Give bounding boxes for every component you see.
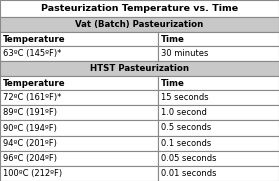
- Text: 96ºC (204ºF): 96ºC (204ºF): [3, 154, 57, 163]
- Bar: [158, 46, 279, 61]
- Bar: [0, 166, 158, 181]
- Text: 0.05 seconds: 0.05 seconds: [161, 154, 216, 163]
- Text: Temperature: Temperature: [3, 79, 66, 88]
- Text: Time: Time: [161, 79, 184, 88]
- Text: HTST Pasteurization: HTST Pasteurization: [90, 64, 189, 73]
- Bar: [158, 76, 279, 90]
- Bar: [158, 151, 279, 166]
- Bar: [158, 120, 279, 136]
- Bar: [158, 136, 279, 151]
- Text: 90ºC (194ºF): 90ºC (194ºF): [3, 123, 57, 132]
- Bar: [158, 32, 279, 46]
- Bar: [0, 105, 158, 120]
- Bar: [0, 120, 158, 136]
- Bar: [0, 151, 158, 166]
- Bar: [0, 61, 279, 76]
- Bar: [158, 105, 279, 120]
- Text: 89ºC (191ºF): 89ºC (191ºF): [3, 108, 57, 117]
- Text: Vat (Batch) Pasteurization: Vat (Batch) Pasteurization: [75, 20, 204, 29]
- Text: 1.0 second: 1.0 second: [161, 108, 206, 117]
- Text: Time: Time: [161, 35, 184, 43]
- Bar: [0, 0, 279, 17]
- Text: 0.01 seconds: 0.01 seconds: [161, 169, 216, 178]
- Text: 15 seconds: 15 seconds: [161, 93, 208, 102]
- Text: 94ºC (201ºF): 94ºC (201ºF): [3, 139, 57, 148]
- Text: 30 minutes: 30 minutes: [161, 49, 208, 58]
- Bar: [158, 166, 279, 181]
- Text: Temperature: Temperature: [3, 35, 66, 43]
- Text: Pasteurization Temperature vs. Time: Pasteurization Temperature vs. Time: [41, 4, 238, 13]
- Bar: [0, 46, 158, 61]
- Text: 100ºC (212ºF): 100ºC (212ºF): [3, 169, 62, 178]
- Text: 63ºC (145ºF)*: 63ºC (145ºF)*: [3, 49, 61, 58]
- Bar: [0, 76, 158, 90]
- Bar: [0, 32, 158, 46]
- Bar: [0, 136, 158, 151]
- Text: 0.1 seconds: 0.1 seconds: [161, 139, 211, 148]
- Bar: [0, 17, 279, 32]
- Bar: [158, 90, 279, 105]
- Bar: [0, 90, 158, 105]
- Text: 0.5 seconds: 0.5 seconds: [161, 123, 211, 132]
- Text: 72ºC (161ºF)*: 72ºC (161ºF)*: [3, 93, 61, 102]
